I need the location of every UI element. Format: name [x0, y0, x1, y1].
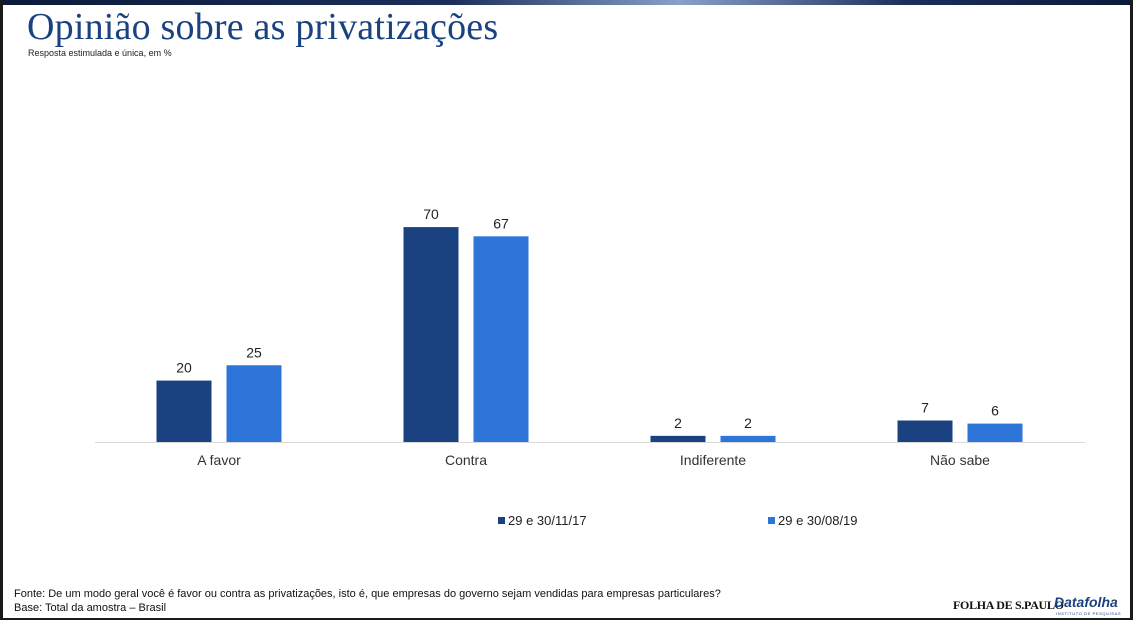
top-decorative-bar [0, 0, 1133, 5]
footer-source: Fonte: De um modo geral você é favor ou … [14, 588, 721, 600]
datafolha-logo-subtitle: INSTITUTO DE PESQUISAS [1056, 611, 1122, 616]
bar-3-series-1 [897, 420, 953, 442]
legend-label-series-2: 29 e 30/08/19 [778, 513, 858, 528]
data-label-1-series-1: 70 [423, 206, 439, 222]
bar-3-series-2 [967, 423, 1023, 442]
data-label-0-series-2: 25 [246, 344, 262, 360]
bar-1-series-2 [473, 236, 529, 442]
folha-logo: FOLHA DE S.PAULO [953, 598, 1064, 612]
legend-label-series-1: 29 e 30/11/17 [508, 513, 587, 528]
bar-0-series-2 [226, 365, 282, 442]
data-label-2-series-1: 2 [674, 415, 682, 431]
legend-item-series-2: 29 e 30/08/19 [768, 513, 858, 528]
legend-item-series-1: 29 e 30/11/17 [498, 513, 587, 528]
data-label-0-series-1: 20 [176, 360, 192, 376]
category-label-2: Indiferente [680, 452, 746, 468]
data-label-1-series-2: 67 [493, 215, 509, 231]
bar-1-series-1 [403, 227, 459, 442]
footer-base: Base: Total da amostra – Brasil [14, 602, 167, 614]
legend-swatch-series-1 [498, 517, 505, 524]
bar-0-series-1 [156, 380, 212, 442]
data-label-3-series-1: 7 [921, 400, 929, 416]
bottom-frame-border [0, 618, 1133, 620]
data-label-3-series-2: 6 [991, 403, 999, 419]
data-label-2-series-2: 2 [744, 415, 752, 431]
bar-2-series-1 [650, 435, 706, 442]
category-label-0: A favor [197, 452, 241, 468]
right-frame-border [1130, 0, 1133, 620]
legend-swatch-series-2 [768, 517, 775, 524]
datafolha-logo: Datafolha [1054, 594, 1118, 610]
bar-2-series-2 [720, 435, 776, 442]
category-label-1: Contra [445, 452, 487, 468]
chart-legend: 29 e 30/11/17 29 e 30/08/19 [0, 513, 1133, 531]
footer-notes: Fonte: De um modo geral você é favor ou … [14, 587, 721, 615]
category-label-3: Não sabe [930, 452, 990, 468]
chart-subtitle: Resposta estimulada e única, em % [28, 48, 172, 58]
left-frame-border [0, 0, 3, 620]
chart-title: Opinião sobre as privatizações [27, 6, 499, 48]
